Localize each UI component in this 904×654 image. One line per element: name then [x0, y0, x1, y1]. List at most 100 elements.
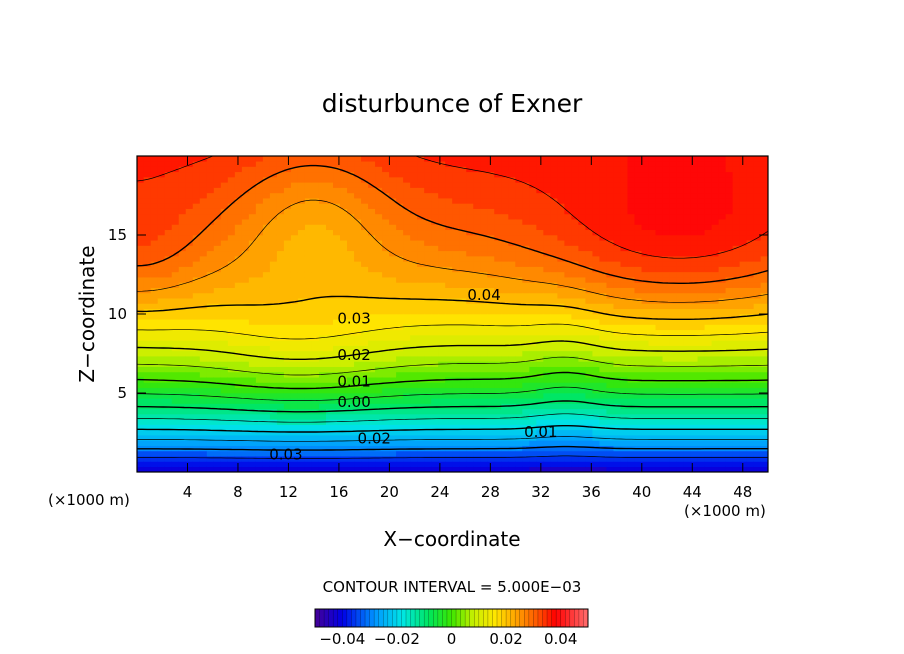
field-cell [283, 413, 292, 420]
field-cell [564, 213, 572, 220]
field-cell [676, 350, 685, 357]
field-cell [452, 340, 460, 346]
field-cell [697, 166, 706, 173]
field-cell [220, 213, 229, 220]
field-cell [290, 166, 299, 173]
field-cell [522, 192, 530, 199]
field-cell [697, 234, 706, 241]
field-cell [164, 182, 173, 188]
field-cell [697, 313, 706, 320]
field-cell [704, 276, 713, 283]
field-cell [571, 408, 579, 415]
field-cell [375, 340, 383, 346]
field-cell [473, 350, 481, 357]
field-cell [501, 203, 509, 209]
field-cell [522, 345, 530, 352]
field-cell [536, 461, 544, 468]
field-cell [459, 455, 467, 462]
field-cell [648, 434, 657, 441]
field-cell [311, 297, 320, 304]
field-cell [438, 203, 446, 209]
field-cell [501, 371, 509, 378]
field-cell [185, 350, 194, 357]
field-cell [557, 229, 565, 236]
field-cell [501, 450, 509, 457]
field-cell [543, 424, 551, 431]
field-cell [501, 166, 509, 173]
field-cell [550, 166, 558, 173]
field-cell [206, 403, 215, 410]
field-cell [150, 166, 159, 173]
field-cell [137, 234, 145, 241]
field-cell [662, 271, 671, 278]
field-cell [262, 192, 271, 199]
field-cell [494, 340, 502, 346]
field-cell [494, 461, 502, 468]
field-cell [522, 239, 530, 246]
field-cell [417, 403, 425, 410]
field-cell [613, 282, 622, 288]
field-cell [662, 287, 671, 294]
field-cell [368, 292, 376, 299]
field-cell [333, 329, 341, 336]
field-cell [655, 376, 664, 383]
field-cell [340, 303, 348, 310]
field-cell [347, 371, 355, 378]
field-cell [389, 461, 397, 468]
field-cell [354, 297, 362, 304]
field-cell [192, 355, 201, 362]
field-cell [697, 376, 706, 383]
field-cell [220, 345, 229, 352]
field-cell [501, 229, 509, 236]
field-cell [326, 397, 334, 404]
field-cell [697, 203, 706, 209]
field-cell [627, 208, 636, 215]
field-cell [389, 466, 397, 472]
field-cell [192, 234, 201, 241]
field-cell [494, 218, 502, 225]
field-cell [185, 329, 194, 336]
field-cell [431, 197, 439, 204]
field-cell [375, 455, 383, 462]
field-cell [487, 192, 495, 199]
field-cell [606, 218, 615, 225]
field-cell [171, 429, 180, 436]
field-cell [213, 429, 222, 436]
field-cell [571, 224, 579, 231]
field-cell [276, 166, 285, 173]
field-cell [283, 266, 292, 273]
field-cell [564, 313, 572, 320]
field-cell [361, 166, 369, 173]
field-cell [375, 303, 383, 310]
field-cell [382, 397, 390, 404]
field-cell [655, 382, 664, 389]
field-cell [620, 424, 629, 431]
field-cell [375, 334, 383, 341]
field-cell [143, 229, 152, 236]
field-cell [171, 229, 180, 236]
field-cell [711, 408, 720, 415]
field-cell [585, 171, 594, 178]
field-cell [375, 282, 383, 288]
field-cell [199, 318, 208, 325]
field-cell [564, 276, 572, 283]
field-cell [157, 455, 166, 462]
field-cell [543, 329, 551, 336]
field-cell [178, 376, 187, 383]
field-cell [157, 424, 166, 431]
field-cell [326, 455, 334, 462]
field-cell [683, 413, 692, 420]
field-cell [150, 197, 159, 204]
field-cell [283, 308, 292, 315]
field-cell [410, 245, 418, 252]
field-cell [557, 156, 565, 162]
field-cell [606, 350, 615, 357]
field-cell [389, 255, 397, 262]
field-cell [283, 292, 292, 299]
field-cell [417, 355, 425, 362]
field-cell [241, 329, 250, 336]
field-cell [234, 197, 243, 204]
field-cell [522, 461, 530, 468]
field-cell [185, 234, 194, 241]
field-cell [171, 261, 180, 267]
